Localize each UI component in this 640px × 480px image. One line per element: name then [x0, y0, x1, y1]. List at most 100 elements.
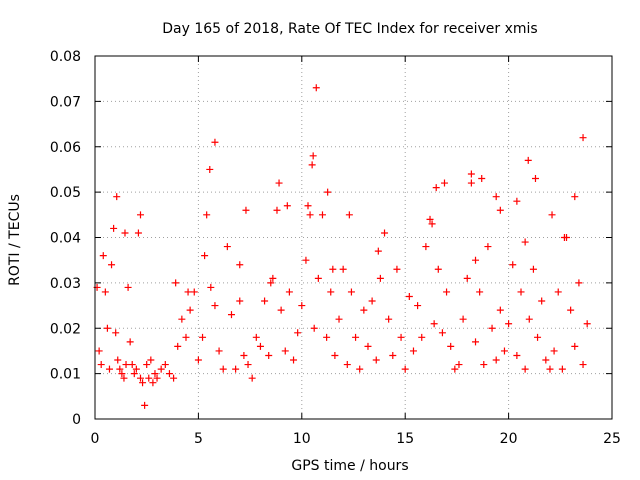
data-point [459, 315, 467, 323]
data-point [207, 283, 215, 291]
data-point [571, 342, 579, 350]
data-point [116, 365, 124, 373]
data-point [122, 361, 130, 369]
data-point [256, 342, 264, 350]
data-point [190, 288, 198, 296]
data-point [318, 211, 326, 219]
data-point [583, 320, 591, 328]
data-point [227, 311, 235, 319]
data-point [571, 193, 579, 201]
data-point [492, 193, 500, 201]
data-point [273, 206, 281, 214]
data-point [261, 297, 269, 305]
data-point [550, 347, 558, 355]
data-point [252, 333, 260, 341]
data-point [356, 365, 364, 373]
data-points [93, 84, 591, 409]
data-point [277, 306, 285, 314]
x-tick-label: 10 [293, 431, 311, 447]
data-point [201, 252, 209, 260]
data-point [372, 356, 380, 364]
data-point [567, 306, 575, 314]
x-tick-label: 5 [194, 431, 203, 447]
data-point [267, 279, 275, 287]
data-point [269, 274, 277, 282]
data-point [447, 342, 455, 350]
data-point [554, 288, 562, 296]
data-point [236, 297, 244, 305]
data-point [521, 238, 529, 246]
data-point [476, 288, 484, 296]
data-point [265, 351, 273, 359]
data-point [211, 302, 219, 310]
data-point [244, 361, 252, 369]
data-point [145, 374, 153, 382]
data-point [139, 379, 147, 387]
y-axis-title: ROTI / TECUs [7, 194, 23, 286]
data-point [206, 165, 214, 173]
x-axis-tick-labels: 0 5 10 15 20 25 [91, 431, 621, 447]
data-point [194, 356, 202, 364]
y-tick-label: 0.06 [50, 140, 81, 156]
data-point [110, 224, 118, 232]
data-point [538, 297, 546, 305]
y-tick-label: 0 [72, 412, 81, 428]
data-point [97, 361, 105, 369]
data-point [304, 202, 312, 210]
data-point [513, 351, 521, 359]
data-point [418, 333, 426, 341]
data-point [546, 365, 554, 373]
data-point [558, 365, 566, 373]
data-point [368, 297, 376, 305]
data-point [484, 243, 492, 251]
data-point [120, 374, 128, 382]
x-tick-label: 0 [91, 431, 100, 447]
data-point [438, 329, 446, 337]
data-point [312, 84, 320, 92]
plot-frame [94, 55, 613, 420]
y-tick-label: 0.04 [50, 231, 81, 247]
data-point [184, 288, 192, 296]
data-point [401, 365, 409, 373]
data-point [496, 306, 504, 314]
data-point [147, 356, 155, 364]
data-point [409, 347, 417, 355]
data-point [472, 256, 480, 264]
data-point [108, 261, 116, 269]
y-tick-label: 0.03 [50, 276, 81, 292]
data-point [240, 351, 248, 359]
data-point [165, 370, 173, 378]
data-point [323, 333, 331, 341]
data-point [186, 306, 194, 314]
chart-title: Day 165 of 2018, Rate Of TEC Index for r… [162, 21, 537, 37]
data-point [374, 247, 382, 255]
data-point [467, 179, 475, 187]
data-point [215, 347, 223, 355]
data-point [99, 252, 107, 260]
data-point [141, 401, 149, 409]
x-tick-label: 20 [500, 431, 518, 447]
grid [95, 56, 612, 419]
data-point [153, 374, 161, 382]
data-point [308, 161, 316, 169]
data-point [136, 211, 144, 219]
data-point [157, 365, 165, 373]
data-point [529, 265, 537, 273]
data-point [513, 197, 521, 205]
data-point [478, 175, 486, 183]
data-point [575, 279, 583, 287]
data-point [143, 361, 151, 369]
data-point [219, 365, 227, 373]
y-tick-label: 0.05 [50, 185, 81, 201]
data-point [343, 361, 351, 369]
data-point [381, 229, 389, 237]
data-point [385, 315, 393, 323]
data-point [310, 324, 318, 332]
y-tick-label: 0.07 [50, 94, 81, 110]
x-tick-label: 25 [603, 431, 621, 447]
data-point [275, 179, 283, 187]
data-point [105, 365, 113, 373]
data-point [172, 279, 180, 287]
data-point [178, 315, 186, 323]
